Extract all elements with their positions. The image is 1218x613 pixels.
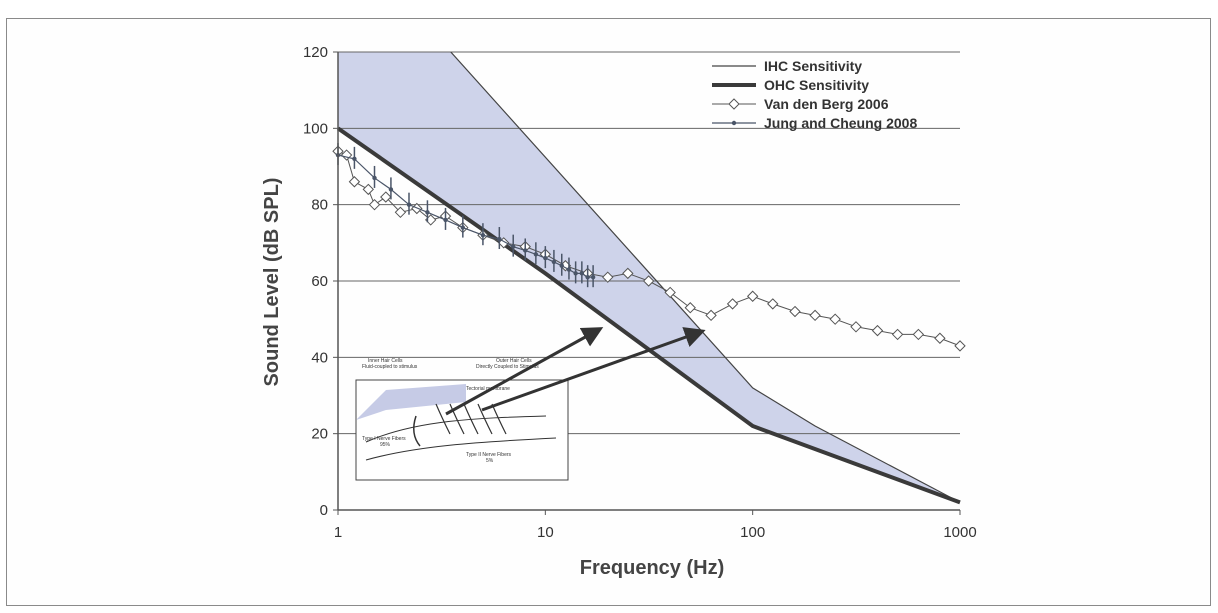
inset-basilar-line — [365, 415, 547, 443]
inset-membrane-shade — [356, 384, 466, 420]
jung-cheung-point — [590, 274, 596, 280]
y-tick-label: 20 — [311, 426, 328, 443]
van-den-berg-point — [871, 324, 884, 337]
x-tick-label: 1000 — [943, 524, 976, 541]
jung-cheung-point — [551, 259, 557, 265]
van-den-berg-point — [348, 176, 361, 188]
y-tick-label: 80 — [311, 197, 328, 214]
legend-marker — [728, 98, 740, 110]
inset-inner-sub: Fluid-coupled to stimulus — [362, 364, 418, 370]
van-den-berg-point — [622, 267, 634, 280]
jung-cheung-point — [579, 271, 585, 276]
jung-cheung-point — [585, 274, 590, 280]
inset-arrow-to-ohc — [445, 327, 604, 416]
inset-lower-line — [365, 437, 557, 461]
series-van-den-berg-2006 — [332, 145, 966, 352]
van-den-berg-point — [394, 206, 407, 219]
van-den-berg-point — [809, 309, 821, 322]
legend-item: IHC Sensitivity — [712, 58, 862, 74]
x-tick-label: 100 — [740, 524, 765, 541]
van-den-berg-point — [684, 302, 696, 314]
jung-cheung-point — [566, 267, 572, 272]
jung-cheung-point — [460, 225, 466, 230]
van-den-berg-point — [746, 290, 759, 302]
jung-cheung-point — [497, 236, 502, 242]
inset-hair-cell — [477, 403, 493, 435]
legend-label: IHC Sensitivity — [764, 58, 862, 74]
legend-label: OHC Sensitivity — [764, 77, 869, 93]
van-den-berg-point — [664, 286, 676, 299]
van-den-berg-point — [368, 198, 381, 211]
legend: IHC Sensitivity OHC Sensitivity Van den Be… — [712, 58, 917, 131]
jung-cheung-point — [573, 271, 578, 276]
jung-cheung-point — [533, 252, 539, 257]
x-tick-label: 10 — [537, 524, 554, 541]
y-axis-title: Sound Level (dB SPL) — [261, 178, 283, 387]
y-tick-label: 60 — [311, 273, 328, 290]
van-den-berg-point — [705, 309, 717, 322]
van-den-berg-point — [726, 298, 739, 310]
x-tick-label: 1 — [334, 524, 342, 541]
jung-cheung-point — [480, 233, 486, 238]
van-den-berg-point — [934, 332, 946, 344]
inset-inner-label: Inner Hair Cells — [368, 358, 403, 364]
series-ihc-sensitivity — [450, 52, 960, 503]
jung-cheung-point — [443, 217, 448, 223]
jung-cheung-point — [352, 156, 357, 162]
legend-item: Van den Berg 2006 — [712, 96, 889, 112]
legend-marker — [731, 120, 737, 126]
van-den-berg-point — [850, 321, 862, 333]
inset-hair-cell — [449, 403, 465, 435]
ihc-line — [450, 52, 960, 503]
inset-type1-pct: 95% — [380, 442, 391, 448]
inset-outer-label: Outer Hair Cells — [496, 358, 532, 364]
van-den-berg-point — [789, 305, 801, 318]
inset-tectorial-label: Tectorial membrane — [466, 386, 510, 392]
inset-type2-label: Type II Nerve Fibers — [466, 452, 512, 458]
jung-cheung-point — [406, 202, 412, 207]
inset-inner-hair-cell — [413, 415, 421, 447]
inset-type2-pct: 5% — [486, 458, 494, 464]
van-den-berg-point — [891, 328, 904, 341]
legend-label: Van den Berg 2006 — [764, 96, 889, 112]
van-den-berg-point — [602, 271, 614, 283]
jung-cheung-point — [511, 244, 516, 249]
jung-cheung-point — [388, 187, 394, 192]
inset-type1-label: Type I Nerve Fibers — [362, 436, 406, 442]
y-tick-label: 120 — [303, 44, 328, 61]
jung-cheung-point — [559, 263, 564, 268]
jung-cheung-point — [425, 210, 430, 215]
jung-cheung-point — [372, 175, 377, 181]
van-den-berg-point — [362, 183, 375, 196]
inset-hair-cell — [435, 403, 451, 435]
van-den-berg-point — [642, 275, 655, 287]
legend-item: Jung and Cheung 2008 — [712, 115, 917, 131]
legend-label: Jung and Cheung 2008 — [764, 115, 917, 131]
legend-item: OHC Sensitivity — [712, 77, 869, 93]
van-den-berg-point — [954, 340, 966, 352]
inset-hair-cell — [463, 403, 479, 435]
inset-arrow-to-ihc — [481, 327, 706, 412]
y-tick-label: 40 — [311, 349, 328, 366]
series-jung-and-cheung-2008 — [335, 143, 596, 288]
x-axis-title: Frequency (Hz) — [580, 557, 724, 579]
inset-outer-sub: Directly Coupled to Stimulus — [476, 364, 539, 370]
jung-cheung-point — [523, 248, 528, 253]
y-tick-label: 0 — [320, 502, 328, 519]
jung-cheung-point — [543, 255, 548, 261]
van-den-berg-point — [912, 328, 925, 341]
van-den-berg-point — [829, 313, 841, 325]
van-den-berg-point — [767, 298, 779, 310]
y-tick-label: 100 — [303, 120, 328, 137]
van-den-berg-point — [380, 191, 392, 203]
